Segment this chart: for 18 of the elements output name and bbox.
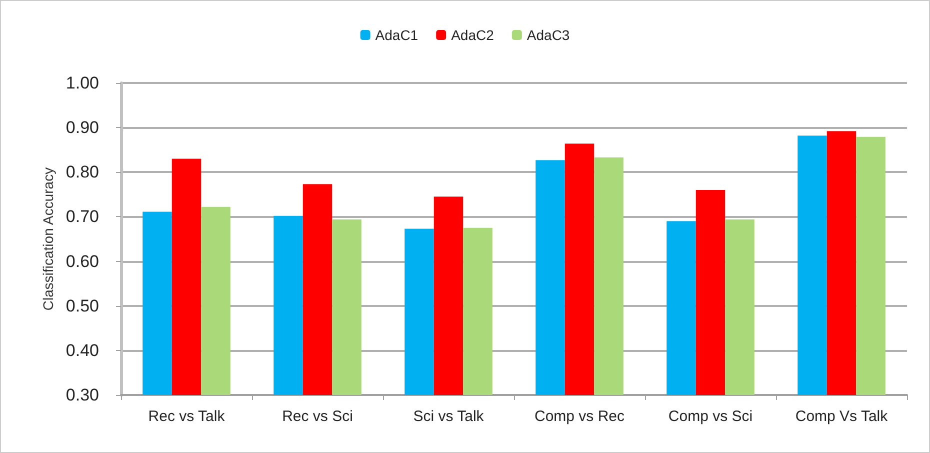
x-tick-label: Comp vs Sci: [668, 408, 753, 425]
x-tick-label: Rec vs Sci: [282, 408, 353, 425]
y-tick-label: 0.80: [66, 162, 99, 182]
y-tick-label: 0.70: [66, 207, 99, 226]
x-tick-label: Rec vs Talk: [148, 408, 226, 425]
y-tick-label: 1.00: [66, 74, 99, 92]
y-tick-label: 0.50: [66, 296, 99, 316]
y-axis-title: Classification Accuracy: [40, 167, 56, 311]
legend-label: AdaC2: [451, 27, 494, 43]
x-tick-label: Comp Vs Talk: [795, 408, 888, 425]
legend-label: AdaC1: [375, 27, 418, 43]
y-tick-label: 0.90: [66, 118, 99, 138]
y-tick-label: 0.40: [66, 340, 99, 360]
y-tick-label: 0.30: [66, 386, 99, 404]
legend-label: AdaC3: [526, 27, 570, 43]
x-tick-label: Comp vs Rec: [534, 408, 626, 425]
x-tick-label: Sci vs Talk: [413, 408, 484, 425]
y-tick-label: 0.60: [66, 252, 99, 271]
